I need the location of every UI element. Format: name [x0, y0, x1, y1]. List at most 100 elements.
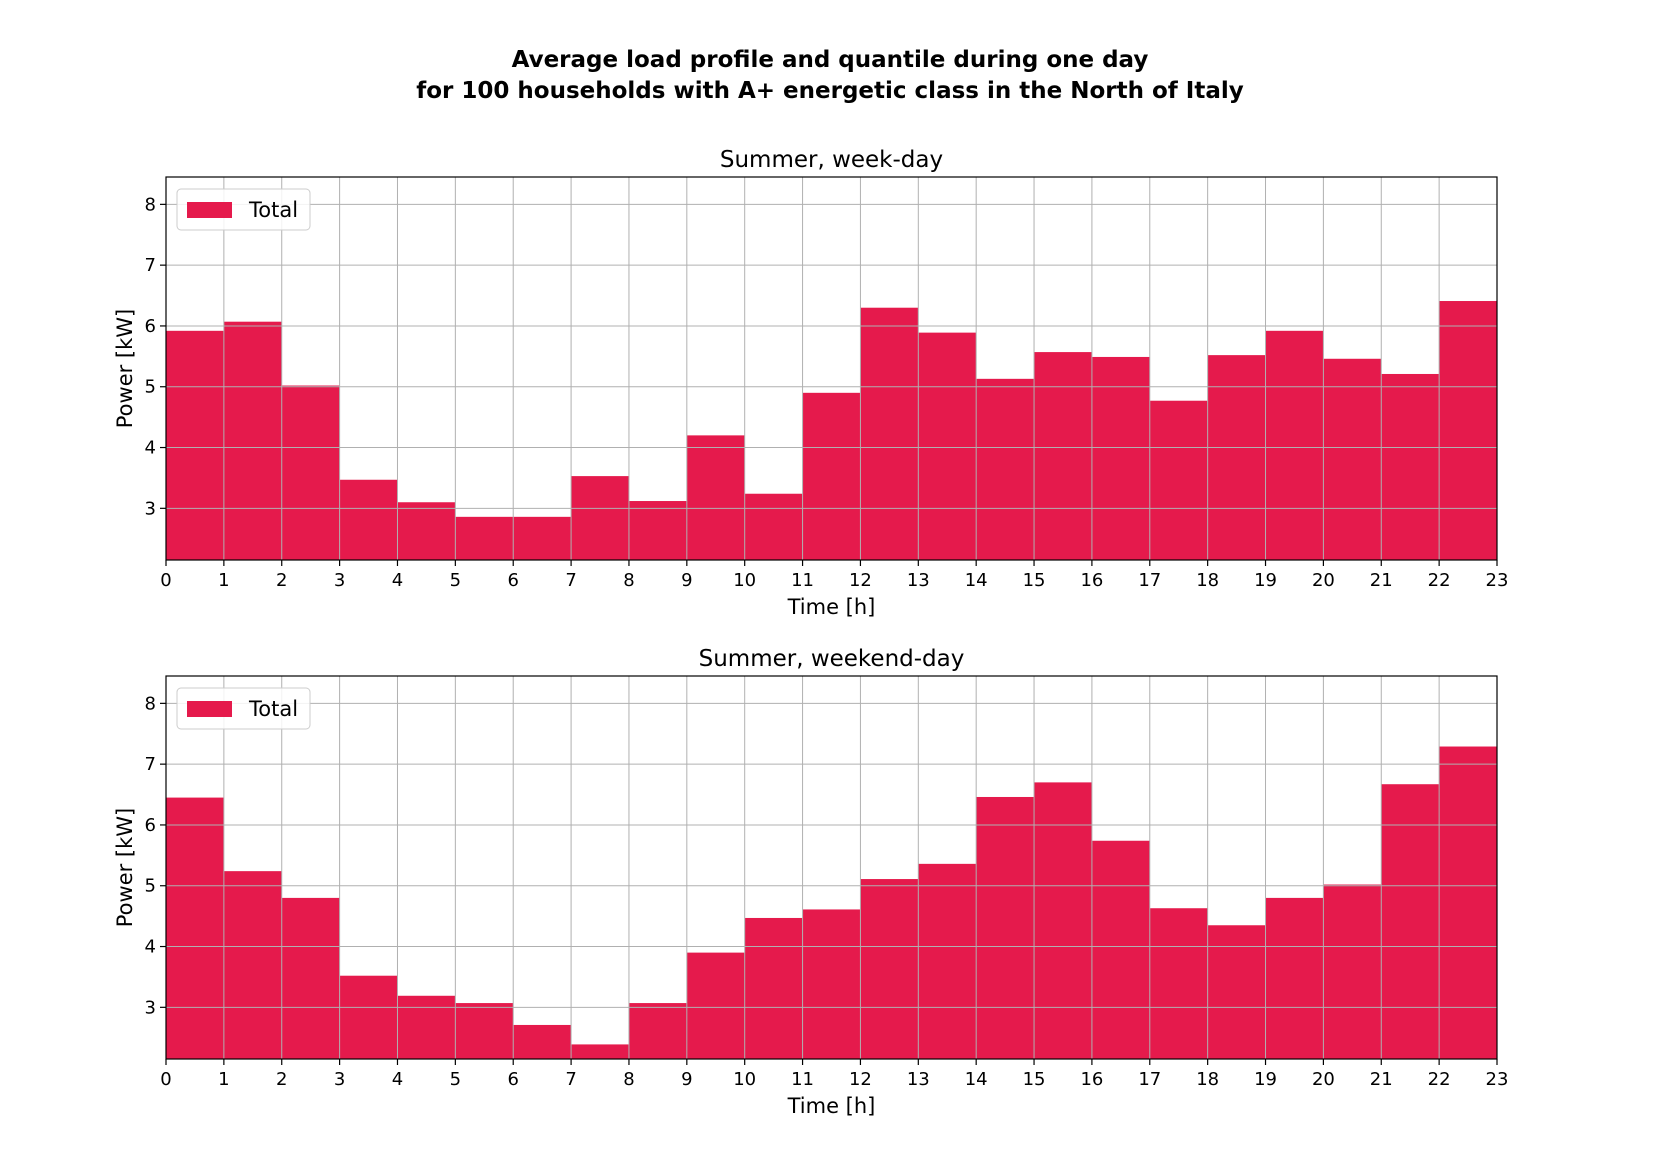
- y-tick-label: 4: [145, 937, 156, 958]
- x-tick-label: 21: [1370, 1069, 1393, 1090]
- x-tick-label: 17: [1138, 570, 1161, 591]
- x-tick-label: 19: [1254, 1069, 1277, 1090]
- bar: [976, 378, 1035, 560]
- x-tick-label: 11: [791, 1069, 814, 1090]
- x-tick-label: 15: [1023, 570, 1046, 591]
- bar: [339, 479, 398, 560]
- bar: [1323, 884, 1382, 1059]
- bar: [686, 952, 745, 1059]
- bar: [1265, 330, 1324, 560]
- x-tick-label: 23: [1486, 570, 1509, 591]
- x-tick-label: 6: [507, 570, 518, 591]
- legend: Total: [176, 687, 311, 730]
- x-axis-label: Time [h]: [787, 1094, 876, 1118]
- figure-title-line2: for 100 households with A+ energetic cla…: [416, 78, 1244, 104]
- bar: [1149, 400, 1208, 560]
- bar: [1091, 840, 1150, 1059]
- x-axis-label: Time [h]: [787, 595, 876, 619]
- bar: [1323, 358, 1382, 560]
- figure-title-line1: Average load profile and quantile during…: [512, 47, 1149, 73]
- bar: [628, 1003, 687, 1059]
- x-tick-label: 18: [1196, 1069, 1219, 1090]
- y-tick-label: 3: [145, 997, 156, 1018]
- x-tick-label: 3: [334, 570, 345, 591]
- x-tick-label: 16: [1080, 1069, 1103, 1090]
- x-tick-label: 13: [907, 570, 930, 591]
- x-tick-label: 12: [849, 570, 872, 591]
- bar: [744, 917, 803, 1059]
- legend: Total: [176, 188, 311, 231]
- legend-box: [176, 188, 311, 231]
- bar: [1207, 355, 1266, 560]
- x-tick-label: 0: [160, 570, 171, 591]
- y-tick-label: 8: [145, 194, 156, 215]
- chart-summer-weekend-day: 0 1 2 3 4 5 6 7 8 9 10 11 12 13 14 15 16 17 18 19 20 21 22 2334…: [113, 646, 1508, 1118]
- bar: [628, 501, 687, 560]
- x-tick-label: 0: [160, 1069, 171, 1090]
- legend-box: [176, 687, 311, 730]
- x-tick-label: 5: [450, 1069, 461, 1090]
- x-tick-label: 16: [1080, 570, 1103, 591]
- x-tick-label: 18: [1196, 570, 1219, 591]
- x-tick-label: 10: [733, 570, 756, 591]
- x-tick-label: 2: [276, 570, 287, 591]
- axes-frame: [165, 176, 1498, 561]
- x-tick-label: 12: [849, 1069, 872, 1090]
- bar: [860, 307, 919, 560]
- y-tick-label: 6: [145, 316, 156, 337]
- y-tick-label: 3: [145, 498, 156, 519]
- x-tick-label: 8: [623, 1069, 634, 1090]
- bar: [1381, 784, 1440, 1059]
- bar: [1265, 897, 1324, 1059]
- x-tick-label: 22: [1428, 1069, 1451, 1090]
- bar: [1439, 301, 1497, 560]
- x-tick-label: 9: [681, 570, 692, 591]
- bar: [339, 975, 398, 1059]
- x-tick-label: 10: [733, 1069, 756, 1090]
- x-tick-label: 23: [1486, 1069, 1509, 1090]
- legend-label: Total: [248, 198, 298, 222]
- bar: [223, 871, 282, 1059]
- x-tick-label: 11: [791, 570, 814, 591]
- x-tick-label: 14: [965, 1069, 988, 1090]
- bar: [918, 863, 977, 1059]
- bar: [1034, 782, 1092, 1059]
- bar: [223, 321, 282, 560]
- bar: [513, 516, 572, 560]
- x-tick-label: 1: [218, 570, 229, 591]
- bar: [976, 796, 1035, 1059]
- bar: [455, 1003, 514, 1059]
- bar: [455, 516, 514, 560]
- bar: [397, 502, 456, 560]
- bar: [1439, 746, 1497, 1059]
- chart-title: Summer, weekend-day: [699, 646, 965, 672]
- x-tick-label: 19: [1254, 570, 1277, 591]
- y-tick-label: 7: [145, 255, 156, 276]
- x-tick-label: 6: [507, 1069, 518, 1090]
- bar: [281, 385, 340, 560]
- bar: [1381, 373, 1440, 560]
- x-tick-label: 3: [334, 1069, 345, 1090]
- x-tick-label: 8: [623, 570, 634, 591]
- legend-label: Total: [248, 697, 298, 721]
- bar: [1149, 908, 1208, 1059]
- x-tick-label: 9: [681, 1069, 692, 1090]
- bar: [571, 1044, 629, 1059]
- chart-title: Summer, week-day: [720, 147, 943, 173]
- bar: [166, 797, 224, 1059]
- bar: [571, 476, 629, 560]
- bar: [686, 435, 745, 560]
- x-tick-label: 1: [218, 1069, 229, 1090]
- y-axis-label: Power [kW]: [113, 309, 137, 428]
- x-tick-label: 7: [565, 570, 576, 591]
- x-tick-label: 14: [965, 570, 988, 591]
- bar: [281, 897, 340, 1059]
- x-tick-label: 7: [565, 1069, 576, 1090]
- x-tick-label: 13: [907, 1069, 930, 1090]
- x-tick-label: 22: [1428, 570, 1451, 591]
- bar: [166, 330, 224, 560]
- bar: [860, 879, 919, 1059]
- chart-summer-week-day: 0 1 2 3 4 5 6 7 8 9 10 11 12 13 14 15 16 17 18 19 20 21 22 2334…: [113, 147, 1508, 619]
- y-axis-label: Power [kW]: [113, 808, 137, 927]
